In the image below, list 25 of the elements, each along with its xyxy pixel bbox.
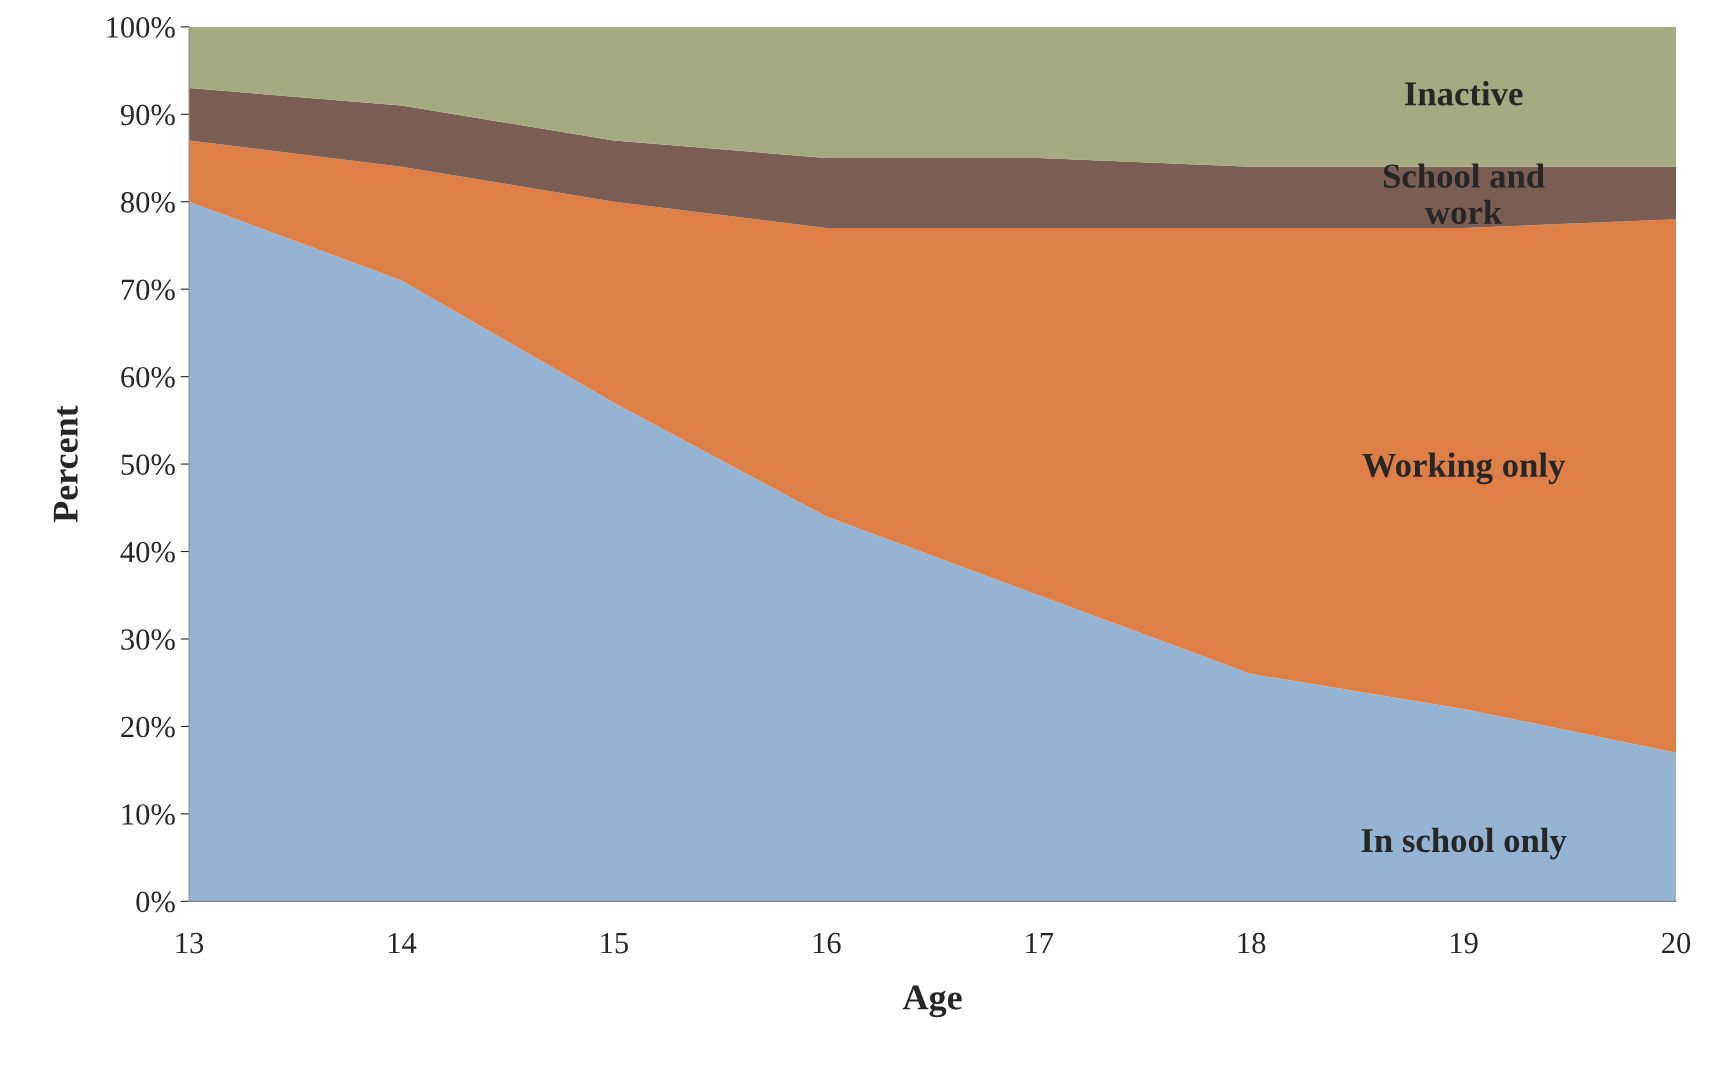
x-tick-label: 15: [601, 932, 629, 954]
x-tick-label: 16: [813, 932, 841, 954]
y-tick-label: 40%: [120, 541, 175, 563]
y-tick-label: 0%: [136, 891, 175, 913]
x-tick-label: 20: [1662, 932, 1691, 954]
x-tick-label: 13: [176, 932, 204, 954]
x-tick-label: 19: [1451, 932, 1478, 954]
y-tick-label: 20%: [121, 716, 175, 738]
y-tick-label: 80%: [121, 192, 175, 213]
y-tick-label: 60%: [121, 366, 175, 388]
series-label: Inactive: [1404, 81, 1523, 106]
y-tick-label: 100%: [107, 17, 175, 38]
series-label: In school only: [1361, 827, 1567, 860]
y-tick-label: 70%: [121, 279, 175, 301]
y-tick-label: 30%: [121, 629, 175, 650]
y-axis-title: Percent: [53, 405, 78, 523]
series-label: Working only: [1362, 452, 1566, 485]
x-tick-label: 17: [1026, 932, 1054, 954]
y-tick-label: 50%: [121, 454, 175, 476]
x-axis-title: Age: [902, 985, 962, 1018]
y-tick-label: 10%: [122, 804, 175, 825]
x-tick-label: 18: [1238, 932, 1266, 954]
y-tick-label: 90%: [120, 104, 175, 126]
series-label: School and work: [1383, 163, 1545, 225]
x-tick-label: 14: [388, 932, 417, 954]
